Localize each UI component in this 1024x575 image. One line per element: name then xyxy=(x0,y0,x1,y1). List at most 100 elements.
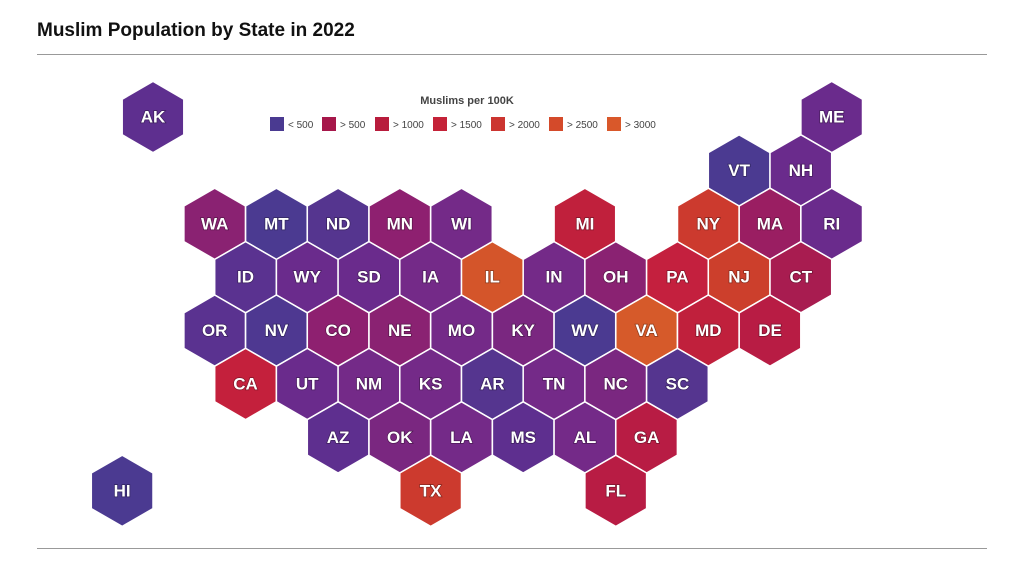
state-label: WA xyxy=(201,214,228,233)
state-label: RI xyxy=(823,214,840,233)
legend-label: < 500 xyxy=(288,120,314,131)
state-label: NH xyxy=(789,161,814,180)
state-label: HI xyxy=(114,481,131,500)
state-label: NV xyxy=(265,321,289,340)
state-label: KS xyxy=(419,375,443,394)
state-label: CO xyxy=(325,321,351,340)
state-label: CT xyxy=(790,268,813,287)
state-hex-nv: NV xyxy=(244,294,308,368)
state-hex-sc: SC xyxy=(645,347,710,421)
legend-swatch xyxy=(375,117,389,131)
state-label: OH xyxy=(603,268,629,287)
state-hex-shape xyxy=(90,454,154,528)
state-label: KY xyxy=(511,321,535,340)
state-hex-shape xyxy=(399,454,463,528)
state-hex-de: DE xyxy=(738,294,802,368)
state-hex-ak: AK xyxy=(121,80,185,154)
state-hex-ct: CT xyxy=(769,240,833,314)
state-label: TX xyxy=(420,481,442,500)
state-label: SD xyxy=(357,268,381,287)
state-hex-fl: FL xyxy=(584,454,648,528)
state-hex-ms: MS xyxy=(491,400,555,474)
state-hex-or: OR xyxy=(183,294,247,368)
state-hex-sd: SD xyxy=(337,240,401,314)
state-label: AL xyxy=(574,428,597,447)
state-label: MO xyxy=(448,321,475,340)
legend-label: > 3000 xyxy=(625,120,656,131)
state-label: AZ xyxy=(327,428,350,447)
state-label: GA xyxy=(634,428,660,447)
state-hex-md: MD xyxy=(676,294,740,368)
state-hex-al: AL xyxy=(553,400,617,474)
state-hex-nm: NM xyxy=(337,347,401,421)
state-hex-hi: HI xyxy=(90,454,154,528)
state-label: NJ xyxy=(728,268,750,287)
state-label: NE xyxy=(388,321,412,340)
legend: < 500 > 500 > 1000 > 1500 > 2000 > 2500 > 3000 xyxy=(270,117,656,131)
state-label: NM xyxy=(356,375,382,394)
state-label: VA xyxy=(635,321,657,340)
state-label: ID xyxy=(237,268,254,287)
state-hex-mt: MT xyxy=(244,187,308,261)
state-hex-shape xyxy=(584,454,648,528)
legend-swatch xyxy=(607,117,621,131)
state-label: CA xyxy=(233,375,258,394)
state-hex-la: LA xyxy=(429,400,494,474)
state-label: WI xyxy=(451,214,472,233)
state-label: NY xyxy=(696,214,720,233)
state-label: SC xyxy=(666,375,690,394)
state-hex-shape xyxy=(738,294,802,368)
state-label: FL xyxy=(605,481,626,500)
state-label: UT xyxy=(296,375,319,394)
state-hex-ga: GA xyxy=(615,400,679,474)
legend-swatch xyxy=(491,117,505,131)
legend-label: > 2500 xyxy=(567,120,598,131)
state-label: MI xyxy=(575,214,594,233)
bottom-divider xyxy=(37,548,987,549)
state-hex-nh: NH xyxy=(769,133,833,207)
state-label: IA xyxy=(422,268,439,287)
legend-label: > 1500 xyxy=(451,120,482,131)
state-label: OR xyxy=(202,321,228,340)
state-label: MN xyxy=(387,214,413,233)
legend-swatch xyxy=(322,117,336,131)
state-label: ME xyxy=(819,108,845,127)
legend-swatch xyxy=(270,117,284,131)
legend-label: > 1000 xyxy=(393,120,424,131)
top-divider xyxy=(37,54,987,55)
state-label: LA xyxy=(450,428,473,447)
state-label: MT xyxy=(264,214,289,233)
state-hex-shape xyxy=(121,80,185,154)
state-label: MA xyxy=(757,214,783,233)
state-label: WV xyxy=(571,321,599,340)
state-label: ND xyxy=(326,214,351,233)
state-hex-ma: MA xyxy=(738,187,802,261)
state-label: IN xyxy=(546,268,563,287)
state-hex-ia: IA xyxy=(399,240,463,314)
state-label: MD xyxy=(695,321,721,340)
state-label: OK xyxy=(387,428,413,447)
state-hex-mn: MN xyxy=(368,187,432,261)
state-hex-mi: MI xyxy=(553,187,617,261)
state-label: DE xyxy=(758,321,782,340)
state-label: AK xyxy=(141,108,166,127)
state-label: IL xyxy=(485,268,500,287)
state-hex-wy: WY xyxy=(275,240,339,314)
state-label: NC xyxy=(603,375,628,394)
state-label: MS xyxy=(510,428,536,447)
state-hex-co: CO xyxy=(306,294,370,368)
state-hex-me: ME xyxy=(800,80,864,154)
state-hex-wa: WA xyxy=(183,187,247,261)
legend-swatch xyxy=(433,117,447,131)
state-hex-ne: NE xyxy=(368,294,432,368)
state-label: PA xyxy=(666,268,688,287)
state-hex-va: VA xyxy=(615,294,679,368)
legend-title: Muslims per 100K xyxy=(420,95,514,107)
state-hexes: AK ME VT NH WA MT ND MN WI MI NY MA RI ID WY SD IA IL IN OH… xyxy=(90,80,864,528)
chart-title: Muslim Population by State in 2022 xyxy=(37,20,355,41)
state-label: VT xyxy=(728,161,750,180)
state-label: TN xyxy=(543,375,566,394)
state-label: AR xyxy=(480,375,505,394)
legend-label: > 2000 xyxy=(509,120,540,131)
